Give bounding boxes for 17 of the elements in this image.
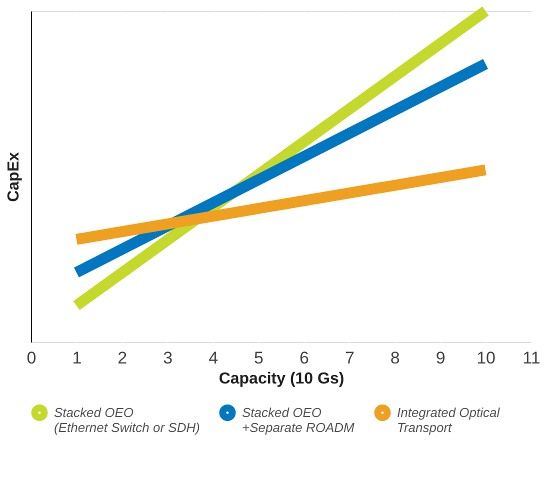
- x-tick-label: 5: [254, 348, 264, 368]
- y-axis-title: CapEx: [6, 152, 22, 202]
- x-tick-label: 8: [390, 348, 400, 368]
- x-tick-label: 2: [118, 348, 128, 368]
- x-tick-label: 1: [72, 348, 82, 368]
- x-tick-label: 10: [476, 348, 496, 368]
- x-tick-label: 9: [436, 348, 446, 368]
- x-axis-title: Capacity (10 Gs): [218, 370, 344, 388]
- x-tick-label: 7: [344, 348, 354, 368]
- legend-label: Integrated Optical Transport: [397, 404, 501, 435]
- legend-label: Stacked OEO +Separate ROADM: [242, 404, 355, 435]
- x-tick-label: 11: [522, 348, 540, 368]
- x-tick-label: 4: [208, 348, 218, 368]
- x-tick-label: 3: [163, 348, 173, 368]
- x-tick-label: 6: [299, 348, 309, 368]
- x-tick-label: 0: [26, 348, 36, 368]
- legend-label: Stacked OEO (Ethernet Switch or SDH): [54, 404, 200, 435]
